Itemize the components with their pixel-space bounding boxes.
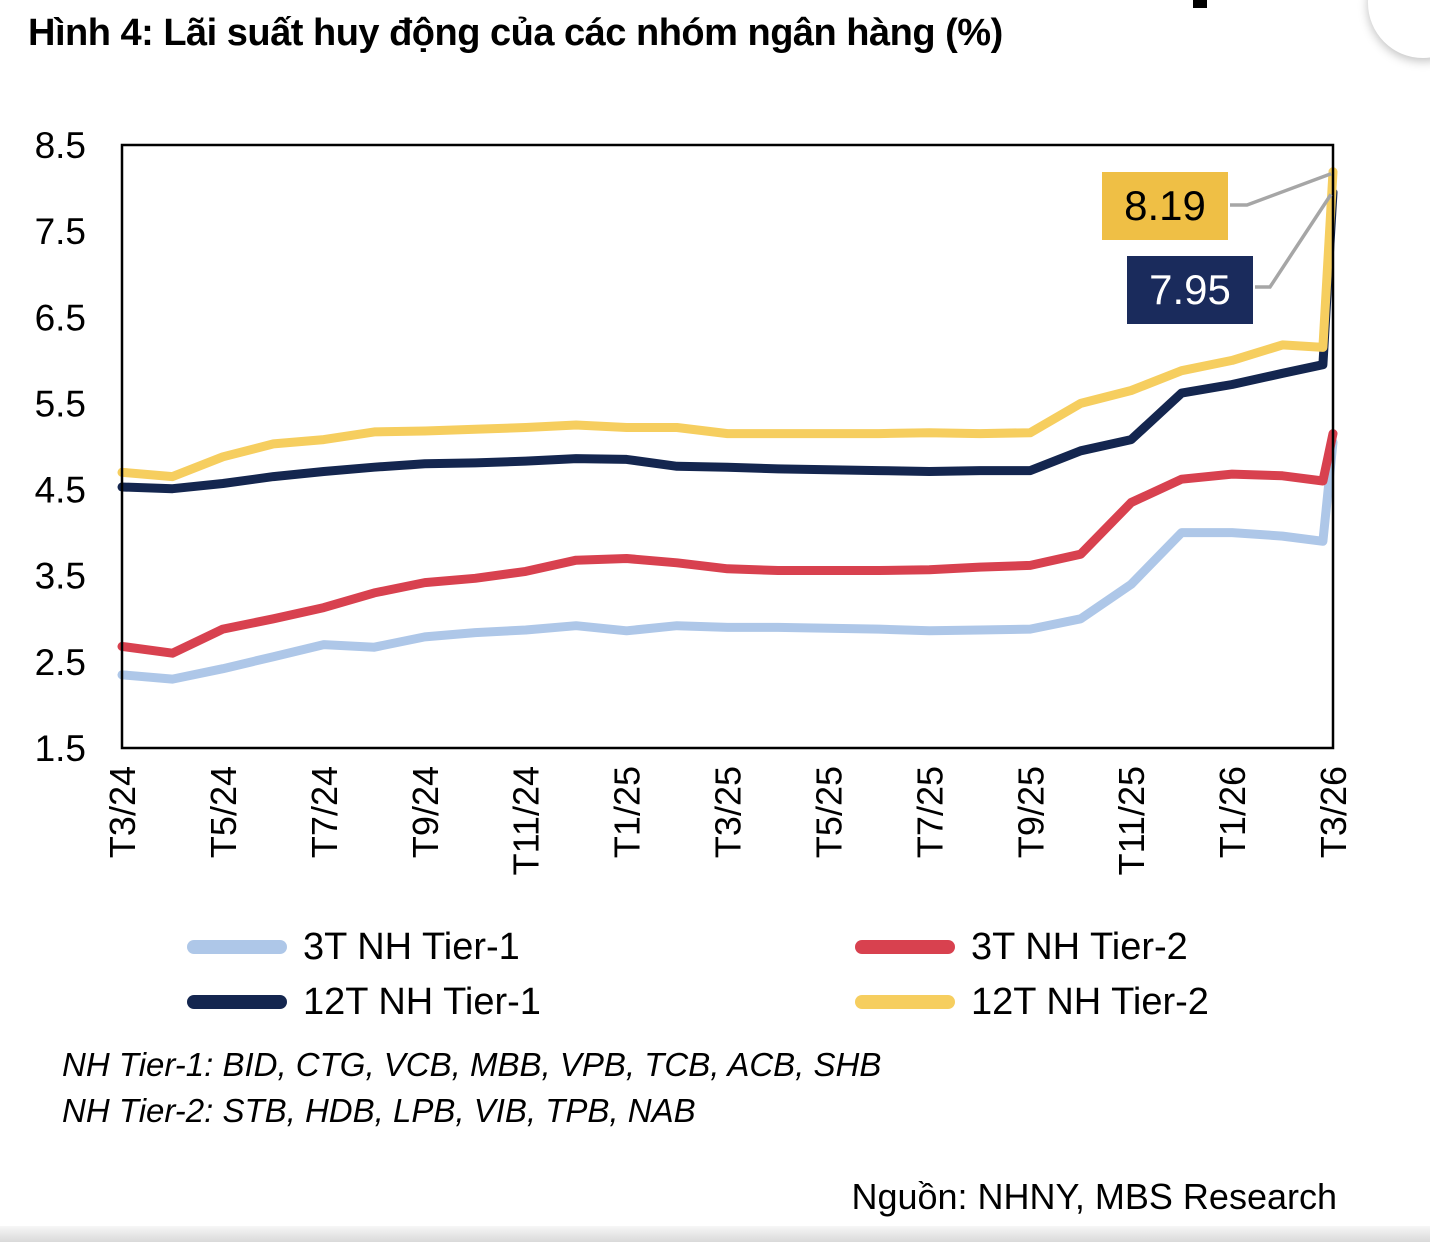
legend-swatch-12t-tier2 [855,995,955,1009]
annotation-12t-tier2-label: 8.19 [1124,182,1206,229]
x-tick-label: T7/24 [304,766,345,858]
annotation-12t-tier1-label: 7.95 [1149,266,1231,313]
figure-title: Hình 4: Lãi suất huy động của các nhóm n… [28,12,1003,54]
line-series-12t-nh-tier-2 [117,167,1338,482]
cropped-content-dash [1193,0,1207,8]
line-series-3t-nh-tier-2 [117,429,1338,658]
leader-line-7-95 [1255,193,1333,289]
legend-label-12t-tier2: 12T NH Tier-2 [971,980,1209,1023]
y-tick-label: 7.5 [35,211,86,252]
legend-swatch-12t-tier1 [187,995,287,1009]
leader-line-8-19 [1230,172,1332,207]
footnote-tier2-banks: NH Tier-2: STB, HDB, LPB, VIB, TPB, NAB [62,1092,696,1129]
annotation-12t-tier2-value: 8.19 [1102,172,1228,240]
legend-item-12t-tier2: 12T NH Tier-2 [855,980,1209,1024]
y-tick-label: 8.5 [35,125,86,166]
annotation-12t-tier1-value: 7.95 [1127,256,1253,324]
x-tick-label: T3/24 [102,766,143,858]
x-tick-label: T11/25 [1111,766,1152,875]
y-tick-label: 6.5 [35,297,86,338]
y-tick-label: 1.5 [35,728,86,769]
y-tick-label: 2.5 [35,642,86,683]
footnote-tier1-banks: NH Tier-1: BID, CTG, VCB, MBB, VPB, TCB,… [62,1046,882,1083]
plot-border [120,143,1335,750]
x-tick-label: T3/25 [708,766,749,858]
line-series-12t-nh-tier-1 [117,187,1338,494]
x-tick-label: T11/24 [506,766,547,875]
x-tick-label: T1/25 [607,766,648,858]
legend-label-3t-tier1: 3T NH Tier-1 [303,925,520,968]
source-note: Nguồn: NHNY, MBS Research [851,1176,1337,1217]
legend-swatch-3t-tier2 [855,940,955,954]
x-tick-label: T5/25 [808,766,849,858]
x-tick-label: T7/25 [909,766,950,858]
x-tick-label: T9/24 [405,766,446,858]
window-bottom-edge [0,1226,1430,1242]
y-tick-label: 3.5 [35,556,86,597]
legend-label-12t-tier1: 12T NH Tier-1 [303,980,541,1023]
y-tick-label: 4.5 [35,470,86,511]
x-tick-label: T5/24 [203,766,244,858]
legend-item-3t-tier1: 3T NH Tier-1 [187,925,520,969]
line-series-3t-nh-tier-1 [117,437,1338,684]
legend-item-12t-tier1: 12T NH Tier-1 [187,980,541,1024]
y-tick-label: 5.5 [35,383,86,424]
x-tick-label: T1/26 [1212,766,1253,858]
legend-label-3t-tier2: 3T NH Tier-2 [971,925,1188,968]
legend-swatch-3t-tier1 [187,940,287,954]
x-tick-label: T9/25 [1010,766,1051,858]
x-tick-label: T3/26 [1313,766,1354,858]
legend-item-3t-tier2: 3T NH Tier-2 [855,925,1188,969]
